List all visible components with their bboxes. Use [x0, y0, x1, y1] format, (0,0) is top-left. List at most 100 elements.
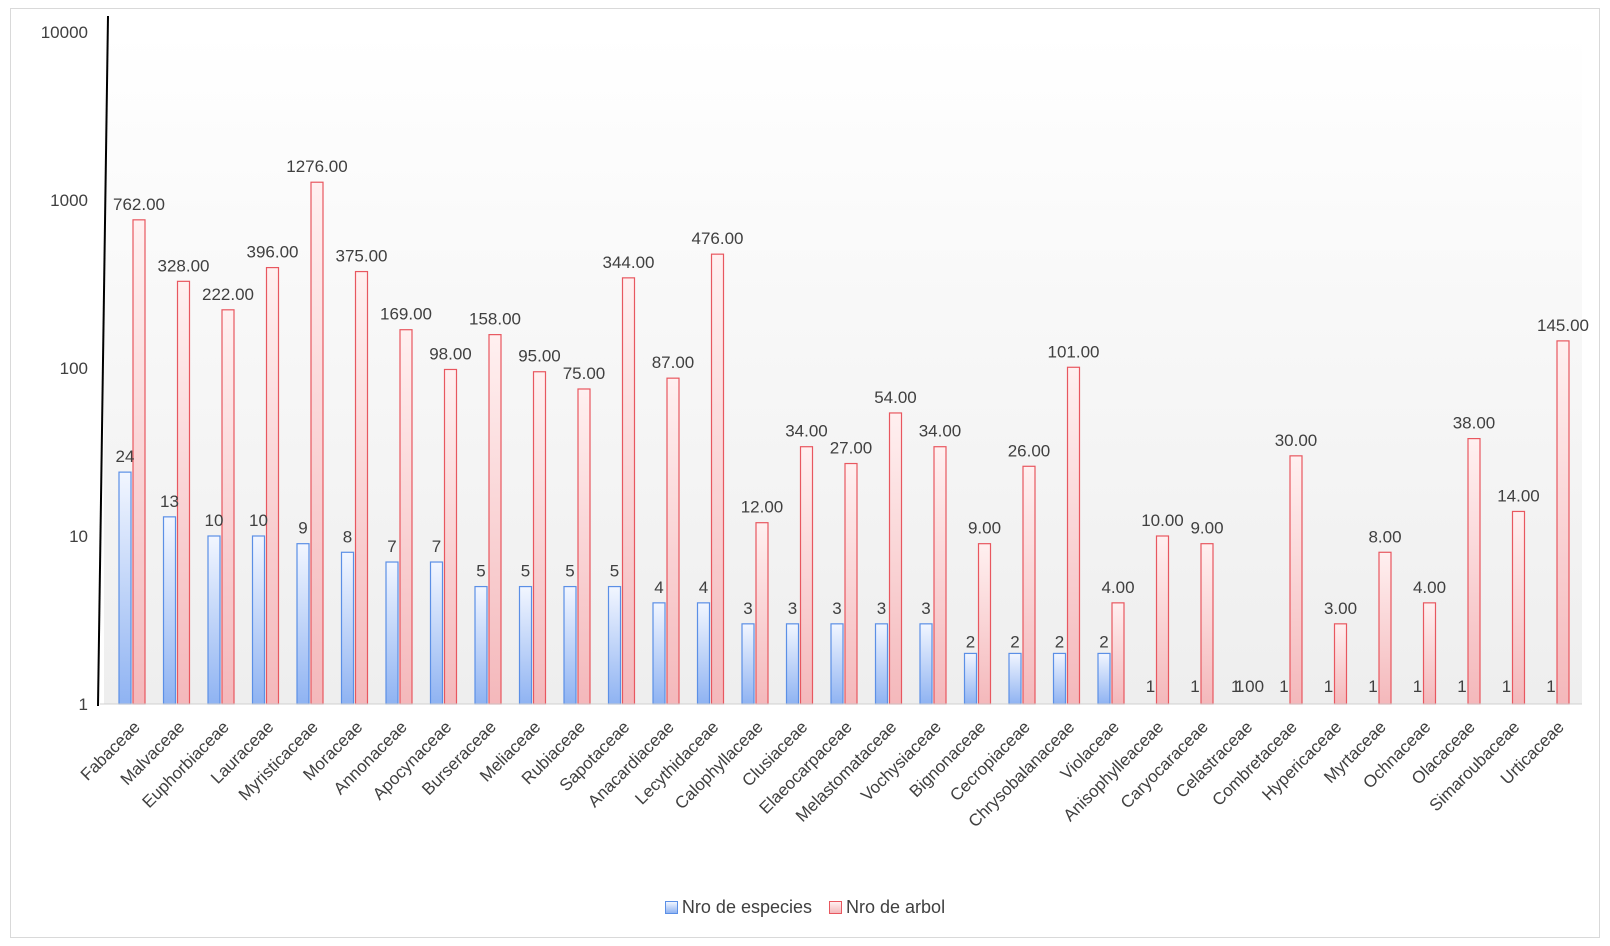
bar-arbol — [1556, 340, 1570, 705]
bar-arbol — [621, 277, 636, 705]
data-label-arbol: 26.00 — [1008, 441, 1051, 460]
data-label-arbol: 34.00 — [919, 422, 962, 441]
bar-arbol — [977, 543, 992, 705]
bar-arbol — [399, 329, 413, 705]
bar-arbol — [132, 219, 146, 705]
bar-arbol — [1422, 602, 1437, 705]
bar-arbol — [710, 253, 725, 705]
data-label-especies: 2 — [1099, 632, 1108, 651]
data-label-arbol: 158.00 — [469, 310, 521, 329]
bar-arbol — [1289, 455, 1303, 705]
bar-especies — [785, 623, 800, 705]
data-label-arbol: 95.00 — [518, 347, 561, 366]
data-label-arbol: 75.00 — [563, 364, 606, 383]
data-label-arbol: 101.00 — [1048, 342, 1100, 361]
data-label-arbol: 145.00 — [1537, 316, 1589, 335]
data-label-arbol: 87.00 — [652, 353, 695, 372]
bar-arbol — [1066, 366, 1081, 705]
bar-arbol — [443, 368, 458, 705]
data-label-especies: 1 — [1279, 677, 1288, 696]
bar-especies — [741, 623, 755, 705]
data-label-arbol: 10.00 — [1141, 511, 1184, 530]
y-axis-line — [97, 15, 109, 707]
data-label-especies: 1 — [1235, 677, 1244, 696]
bar-arbol — [577, 388, 591, 705]
bar-arbol — [1378, 551, 1392, 705]
data-label-arbol: 4.00 — [1101, 578, 1134, 597]
bar-arbol — [799, 446, 814, 705]
data-label-arbol: 9.00 — [1190, 519, 1223, 538]
y-tick-label: 1 — [79, 695, 88, 714]
bar-arbol — [354, 270, 369, 705]
data-label-especies: 3 — [743, 599, 752, 618]
bar-arbol — [1022, 465, 1036, 705]
data-label-arbol: 98.00 — [429, 344, 472, 363]
data-label-especies: 5 — [565, 562, 574, 581]
data-label-especies: 4 — [699, 578, 708, 597]
bar-arbol — [888, 412, 903, 705]
data-label-especies: 1 — [1546, 677, 1555, 696]
bar-especies — [162, 516, 177, 705]
legend-item-especies: Nro de especies — [664, 897, 812, 918]
bar-especies — [696, 602, 711, 705]
legend-item-arbol: Nro de arbol — [829, 897, 945, 918]
data-label-especies: 7 — [432, 537, 441, 556]
bar-arbol — [488, 334, 502, 705]
bar-especies — [296, 543, 310, 705]
data-label-especies: 1 — [1413, 677, 1422, 696]
legend-label-arbol: Nro de arbol — [846, 897, 946, 917]
data-label-especies: 3 — [877, 599, 886, 618]
legend: Nro de especies Nro de arbol — [0, 897, 1610, 919]
bar-especies — [1097, 652, 1111, 705]
data-label-especies: 1 — [1457, 677, 1466, 696]
data-label-especies: 3 — [788, 599, 797, 618]
y-axis: 1 10 100 1000 10000 — [41, 15, 109, 714]
data-label-especies: 3 — [921, 599, 930, 618]
bar-especies — [919, 623, 933, 705]
data-label-arbol: 8.00 — [1368, 527, 1401, 546]
data-label-arbol: 344.00 — [603, 253, 655, 272]
bar-especies — [385, 561, 399, 705]
x-axis: FabaceaeMalvaceaeEuphorbiaceaeLauraceaeM… — [77, 703, 1582, 831]
data-label-arbol: 30.00 — [1275, 431, 1318, 450]
data-label-especies: 24 — [116, 447, 135, 466]
data-label-especies: 4 — [654, 578, 663, 597]
bar-arbol — [666, 377, 680, 705]
data-label-especies: 10 — [205, 511, 224, 530]
data-label-arbol: 14.00 — [1497, 486, 1540, 505]
bar-arbol — [933, 446, 947, 705]
data-label-especies: 2 — [1010, 632, 1019, 651]
bar-especies — [607, 585, 622, 705]
data-label-especies: 1 — [1190, 677, 1199, 696]
bar-arbol — [1155, 535, 1170, 705]
data-label-especies: 1 — [1502, 677, 1511, 696]
data-label-especies: 5 — [610, 562, 619, 581]
data-label-arbol: 476.00 — [692, 229, 744, 248]
data-label-arbol: 222.00 — [202, 285, 254, 304]
data-label-especies: 5 — [476, 562, 485, 581]
y-tick-label: 1000 — [50, 191, 88, 210]
bar-arbol — [265, 266, 280, 705]
data-label-especies: 1 — [1146, 677, 1155, 696]
data-labels: 24762.0013328.0010222.0010396.0091276.00… — [113, 157, 1589, 696]
y-tick-label: 10 — [69, 527, 88, 546]
data-label-arbol: 12.00 — [741, 498, 784, 517]
bar-arbol — [755, 522, 769, 705]
data-label-especies: 2 — [966, 632, 975, 651]
bar-especies — [563, 585, 577, 705]
bar-arbol — [221, 309, 235, 705]
bar-arbol — [1511, 510, 1526, 705]
bar-especies — [830, 623, 844, 705]
data-label-arbol: 1276.00 — [286, 157, 347, 176]
data-label-especies: 10 — [249, 511, 268, 530]
data-label-arbol: 169.00 — [380, 305, 432, 324]
data-label-arbol: 54.00 — [874, 388, 917, 407]
data-label-arbol: 762.00 — [113, 195, 165, 214]
legend-label-especies: Nro de especies — [681, 897, 812, 917]
data-label-arbol: 4.00 — [1413, 578, 1446, 597]
data-label-arbol: 38.00 — [1453, 414, 1496, 433]
bar-especies — [518, 585, 533, 705]
data-label-arbol: 1.00 — [1231, 677, 1264, 696]
y-tick-label: 100 — [60, 359, 88, 378]
